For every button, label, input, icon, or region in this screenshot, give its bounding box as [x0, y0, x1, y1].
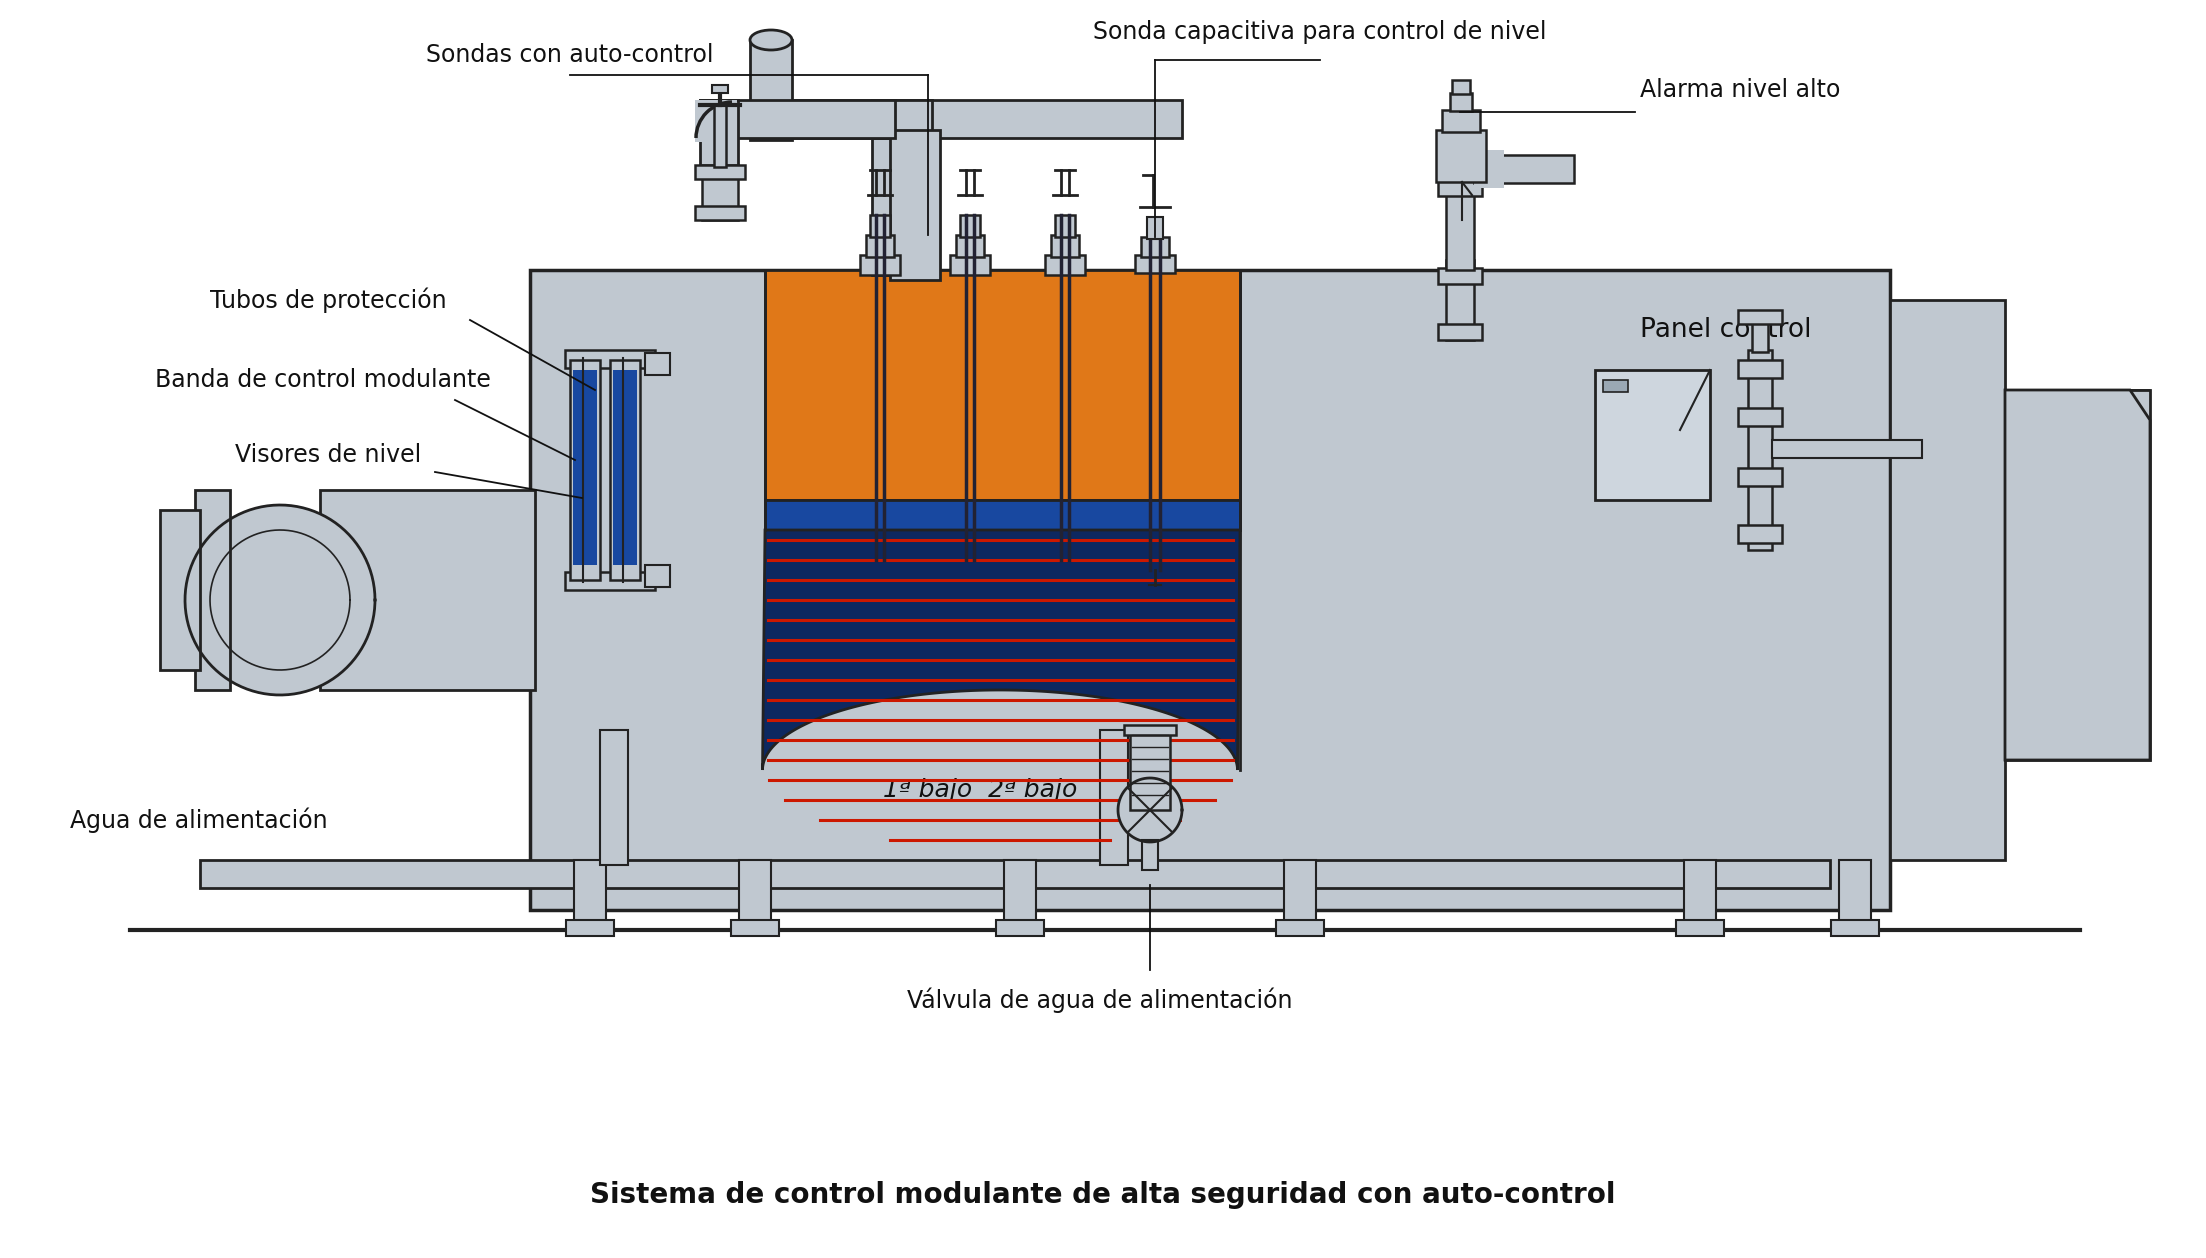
Bar	[1438, 325, 1482, 340]
Text: Alarma nivel alto: Alarma nivel alto	[1639, 78, 1840, 102]
Bar	[1046, 255, 1085, 276]
Text: 1ª bajo  2ª bajo: 1ª bajo 2ª bajo	[882, 777, 1077, 803]
Bar	[1677, 920, 1725, 936]
Bar	[529, 270, 1891, 910]
Bar	[699, 99, 739, 169]
Bar	[1054, 215, 1074, 237]
Polygon shape	[1118, 777, 1182, 842]
Bar	[730, 920, 779, 936]
Bar	[699, 99, 735, 138]
Text: Visores de nivel: Visores de nivel	[236, 443, 421, 467]
Bar	[955, 235, 984, 257]
Polygon shape	[763, 530, 1240, 770]
Bar	[567, 920, 613, 936]
Bar	[1752, 320, 1767, 352]
Bar	[715, 104, 726, 167]
Bar	[765, 499, 1240, 530]
Bar	[1771, 440, 1921, 458]
Bar	[611, 360, 640, 580]
Bar	[1141, 237, 1169, 257]
Bar	[781, 99, 931, 138]
Bar	[695, 206, 746, 220]
Bar	[1438, 268, 1482, 284]
Bar	[1738, 360, 1782, 377]
Bar	[1738, 468, 1782, 486]
Bar	[1284, 860, 1317, 930]
Bar	[1004, 860, 1037, 930]
Bar	[565, 572, 655, 590]
Bar	[1604, 380, 1628, 392]
Text: Panel control: Panel control	[1639, 317, 1811, 343]
Bar	[960, 215, 979, 237]
Bar	[644, 353, 671, 375]
Ellipse shape	[750, 30, 792, 50]
Bar	[702, 165, 739, 220]
Bar	[320, 491, 536, 689]
Bar	[194, 491, 229, 689]
Bar	[1445, 260, 1474, 340]
Bar	[871, 130, 929, 276]
Text: Banda de control modulante: Banda de control modulante	[154, 369, 492, 392]
Bar	[1443, 109, 1480, 132]
Text: Tubos de protección: Tubos de protección	[210, 287, 446, 313]
Bar	[739, 860, 772, 930]
Bar	[1891, 299, 2005, 860]
Bar	[574, 370, 598, 565]
Text: Válvula de agua de alimentación: Válvula de agua de alimentación	[907, 988, 1293, 1013]
Bar	[1129, 730, 1169, 810]
Bar	[1738, 525, 1782, 543]
Bar	[1050, 235, 1079, 257]
Bar	[1452, 81, 1469, 94]
Bar	[765, 270, 1240, 499]
Bar	[1738, 309, 1782, 325]
Bar	[995, 920, 1043, 936]
Bar	[1840, 860, 1871, 930]
Bar	[695, 165, 746, 179]
Bar	[161, 509, 201, 671]
Bar	[1136, 255, 1176, 273]
Bar	[569, 360, 600, 580]
Bar	[1436, 130, 1487, 182]
Bar	[951, 255, 990, 276]
Bar	[1438, 180, 1482, 196]
Bar	[860, 255, 900, 276]
Bar	[1595, 370, 1710, 499]
Bar	[1147, 216, 1163, 239]
Bar	[1143, 840, 1158, 871]
Bar	[1449, 93, 1471, 111]
Bar	[1101, 730, 1127, 866]
Bar	[201, 860, 1831, 888]
Bar	[1747, 350, 1771, 550]
Bar	[1125, 725, 1176, 735]
Text: Sonda capacitiva para control de nivel: Sonda capacitiva para control de nivel	[1094, 20, 1546, 44]
Bar	[1831, 920, 1880, 936]
Bar	[695, 99, 737, 142]
Text: Agua de alimentación: Agua de alimentación	[71, 808, 329, 833]
Bar	[750, 40, 792, 140]
Bar	[699, 99, 896, 138]
Bar	[713, 86, 728, 93]
Bar	[889, 130, 940, 281]
Bar	[644, 565, 671, 587]
Polygon shape	[185, 504, 375, 694]
Text: Sondas con auto-control: Sondas con auto-control	[426, 43, 715, 67]
Bar	[1738, 408, 1782, 426]
Polygon shape	[2005, 390, 2151, 760]
Bar	[600, 730, 629, 866]
Bar	[871, 99, 1182, 138]
Text: Sistema de control modulante de alta seguridad con auto-control: Sistema de control modulante de alta seg…	[591, 1181, 1615, 1209]
Bar	[1445, 180, 1474, 270]
Bar	[2005, 390, 2151, 760]
Bar	[1683, 860, 1716, 930]
Bar	[565, 350, 655, 369]
Bar	[574, 860, 607, 930]
Bar	[613, 370, 638, 565]
Bar	[867, 235, 893, 257]
Bar	[1474, 155, 1575, 182]
Bar	[869, 215, 889, 237]
Bar	[1474, 150, 1504, 187]
Bar	[1275, 920, 1324, 936]
